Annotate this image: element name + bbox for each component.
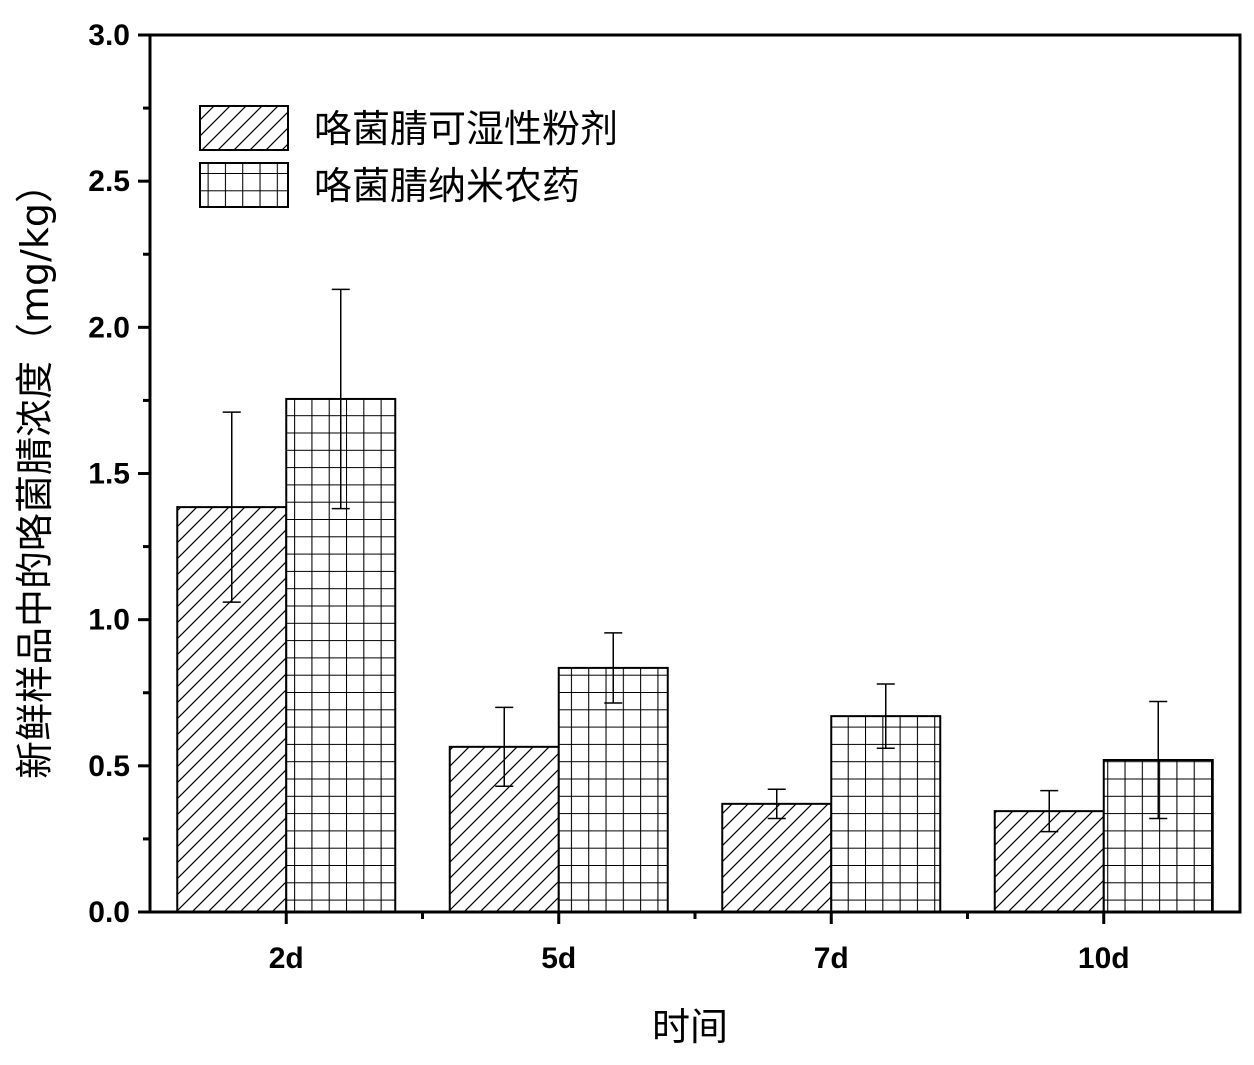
- bar-series1-7d: [721, 802, 833, 913]
- x-tick-label-2d: 2d: [269, 942, 304, 975]
- x-tick-label-7d: 7d: [814, 942, 849, 975]
- y-tick-label-1.0: 1.0: [88, 604, 130, 637]
- x-axis-title: 时间: [652, 1005, 728, 1049]
- error-bars: [222, 288, 1168, 833]
- legend-swatch-series2: [199, 162, 289, 208]
- y-tick-label-0.0: 0.0: [88, 896, 130, 929]
- x-axis: 2d 5d 7d 10d: [269, 912, 1130, 975]
- y-tick-label-2.0: 2.0: [88, 311, 130, 344]
- y-axis: 0.0 0.5 1.0 1.5 2.0 2.5 3.0: [88, 19, 150, 929]
- y-tick-label-0.5: 0.5: [88, 750, 130, 783]
- y-tick-label-3.0: 3.0: [88, 19, 130, 52]
- legend-label-series1: 咯菌腈可湿性粉剂: [314, 107, 618, 151]
- x-tick-label-10d: 10d: [1078, 942, 1130, 975]
- legend-swatch-series1: [199, 105, 289, 151]
- bars: [176, 397, 1214, 914]
- bar-series2-5d: [557, 666, 669, 913]
- y-tick-label-2.5: 2.5: [88, 165, 130, 198]
- x-tick-label-5d: 5d: [541, 942, 576, 975]
- y-axis-title: 新鲜样品中的咯菌腈浓度（mg/kg）: [13, 165, 57, 779]
- y-tick-label-1.5: 1.5: [88, 458, 130, 491]
- legend-label-series2: 咯菌腈纳米农药: [314, 164, 580, 208]
